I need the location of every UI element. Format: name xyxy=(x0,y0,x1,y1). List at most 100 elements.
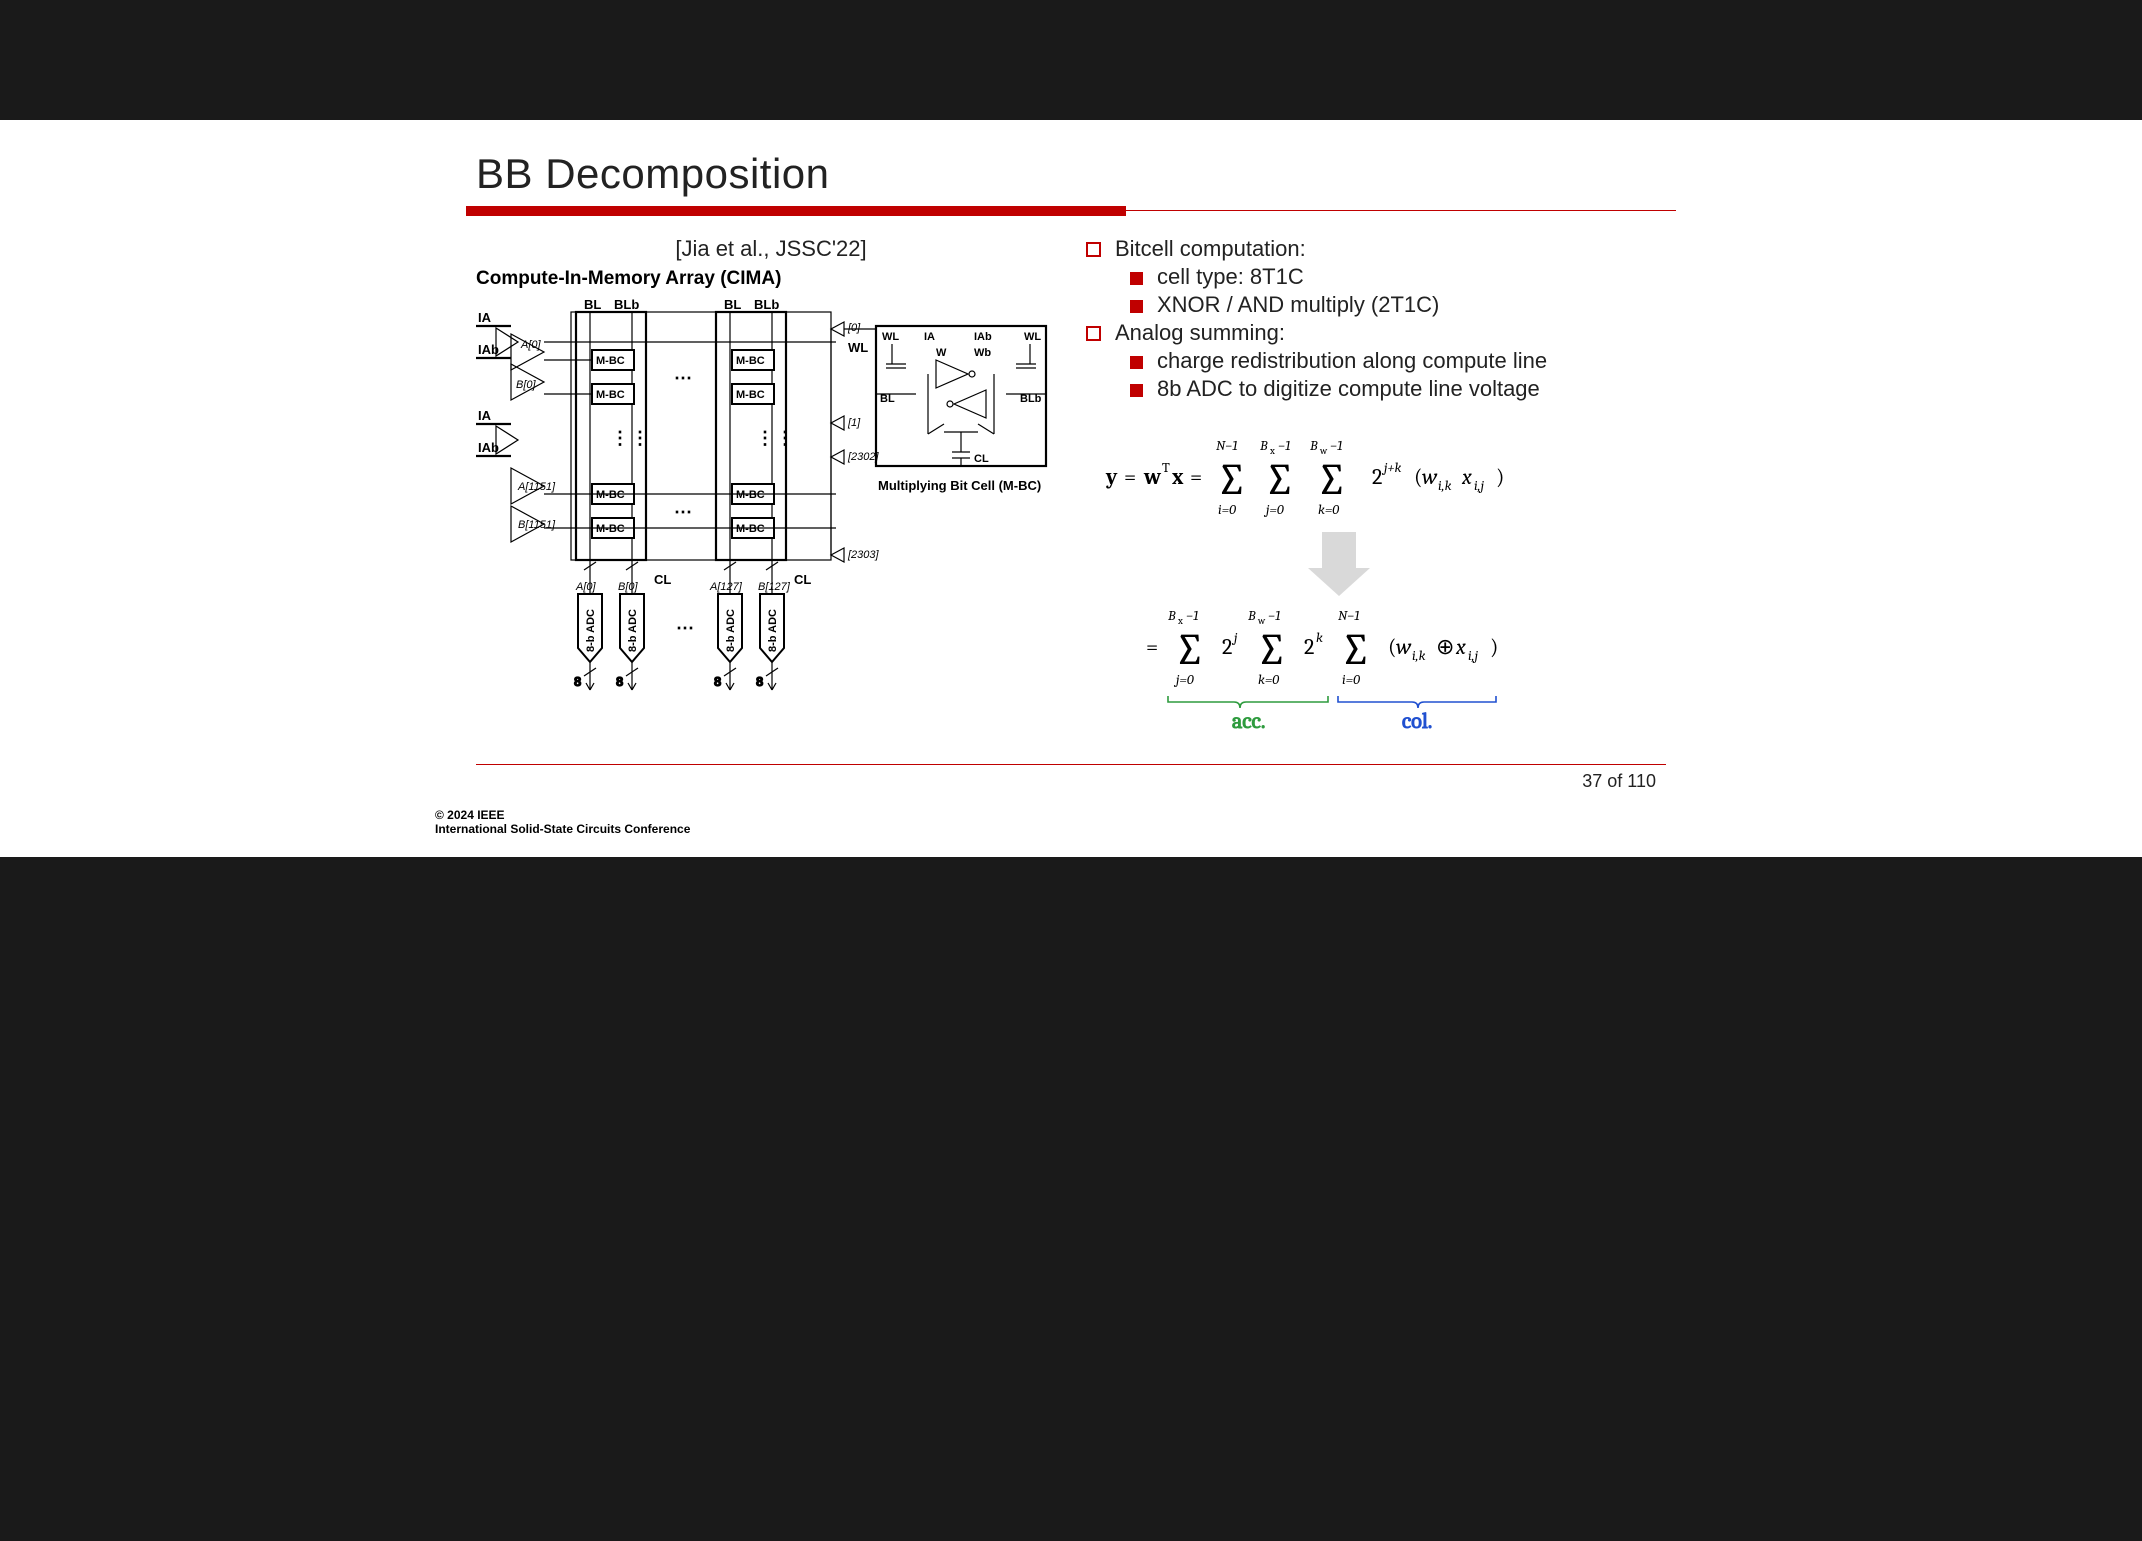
svg-text:M-BC: M-BC xyxy=(596,489,625,501)
svg-text:−1: −1 xyxy=(1278,437,1291,454)
bullet-text: cell type: 8T1C xyxy=(1157,264,1304,290)
svg-text:BL: BL xyxy=(880,393,895,405)
svg-text:N−1: N−1 xyxy=(1216,437,1238,454)
svg-text:M-BC: M-BC xyxy=(736,489,765,501)
svg-text:2: 2 xyxy=(1222,634,1232,660)
svg-text:B[1151]: B[1151] xyxy=(518,519,556,531)
svg-text:8-b ADC: 8-b ADC xyxy=(767,609,779,652)
svg-text:j=0: j=0 xyxy=(1263,501,1284,518)
equations-block: .m { font: 22px Cambria, Georgia, serif;… xyxy=(1086,424,1666,744)
svg-text:8-b ADC: 8-b ADC xyxy=(627,609,639,652)
svg-text:Multiplying Bit Cell (M-BC): Multiplying Bit Cell (M-BC) xyxy=(878,478,1041,493)
svg-text:B[0]: B[0] xyxy=(618,581,639,593)
svg-text:j=0: j=0 xyxy=(1173,671,1194,688)
svg-text:i,k: i,k xyxy=(1412,647,1426,664)
bullet-text: 8b ADC to digitize compute line voltage xyxy=(1157,376,1540,402)
svg-text:BLb: BLb xyxy=(614,297,639,312)
svg-text:8: 8 xyxy=(714,674,721,689)
svg-text:B: B xyxy=(1247,607,1256,624)
svg-text:w: w xyxy=(1319,445,1328,457)
svg-text:M-BC: M-BC xyxy=(596,389,625,401)
svg-text:B: B xyxy=(1167,607,1176,624)
svg-text:WL: WL xyxy=(882,331,899,343)
svg-text:2: 2 xyxy=(1304,634,1314,660)
filled-square-icon xyxy=(1130,384,1143,397)
svg-text:8: 8 xyxy=(616,674,623,689)
svg-text:[2303]: [2303] xyxy=(847,549,880,561)
filled-square-icon xyxy=(1130,356,1143,369)
svg-text:IA: IA xyxy=(478,310,492,325)
svg-text:B: B xyxy=(1259,437,1268,454)
bullet-list: Bitcell computation: cell type: 8T1C XNO… xyxy=(1086,236,1666,402)
rule-thick xyxy=(466,206,1126,216)
bullet-bitcell: Bitcell computation: xyxy=(1086,236,1666,262)
svg-text:⋮: ⋮ xyxy=(756,428,774,448)
svg-text:CL: CL xyxy=(794,572,811,587)
bullet-text: Analog summing: xyxy=(1115,320,1285,346)
svg-text:∑: ∑ xyxy=(1264,454,1295,505)
svg-text:⊕: ⊕ xyxy=(1436,634,1454,660)
svg-text:∑: ∑ xyxy=(1256,624,1287,675)
hollow-square-icon xyxy=(1086,326,1101,341)
svg-text:∑: ∑ xyxy=(1340,624,1371,675)
svg-text:w: w xyxy=(1422,464,1438,490)
svg-text:w: w xyxy=(1143,464,1162,490)
svg-text:CL: CL xyxy=(974,453,989,465)
svg-text:M-BC: M-BC xyxy=(736,389,765,401)
svg-text:[1]: [1] xyxy=(847,417,861,429)
bullet-adc: 8b ADC to digitize compute line voltage xyxy=(1130,376,1666,402)
svg-text:8: 8 xyxy=(756,674,763,689)
svg-text:Wb: Wb xyxy=(974,347,991,359)
letterbox-top xyxy=(0,0,2142,120)
svg-text:T: T xyxy=(1162,459,1170,476)
svg-text:M-BC: M-BC xyxy=(596,355,625,367)
svg-text:M-BC: M-BC xyxy=(736,355,765,367)
svg-text:i=0: i=0 xyxy=(1342,671,1360,688)
citation-text: [Jia et al., JSSC'22] xyxy=(476,236,1066,262)
hollow-square-icon xyxy=(1086,242,1101,257)
svg-text:x: x xyxy=(1461,464,1472,490)
svg-text:⋮: ⋮ xyxy=(611,428,629,448)
footer-rule xyxy=(476,764,1666,765)
right-column: Bitcell computation: cell type: 8T1C XNO… xyxy=(1086,236,1666,744)
cima-diagram: .lbl { font: bold 13px Arial, sans-serif… xyxy=(476,294,1056,704)
svg-text:IA: IA xyxy=(924,331,935,343)
svg-text:x: x xyxy=(1177,615,1183,627)
svg-text:BLb: BLb xyxy=(1020,393,1042,405)
svg-text:A[127]: A[127] xyxy=(709,581,743,593)
letterbox-bottom xyxy=(0,857,2142,977)
svg-text:∑: ∑ xyxy=(1216,454,1247,505)
bullet-celltype: cell type: 8T1C xyxy=(1130,264,1666,290)
svg-text:i=0: i=0 xyxy=(1218,501,1236,518)
svg-text:BLb: BLb xyxy=(754,297,779,312)
filled-square-icon xyxy=(1130,272,1143,285)
svg-text:N−1: N−1 xyxy=(1338,607,1360,624)
bullet-text: charge redistribution along compute line xyxy=(1157,348,1547,374)
svg-text:[0]: [0] xyxy=(847,322,861,334)
svg-text:k=0: k=0 xyxy=(1318,501,1339,518)
copyright-line1: © 2024 IEEE xyxy=(431,808,1711,822)
copyright-block: © 2024 IEEE International Solid-State Ci… xyxy=(431,792,1711,847)
svg-text:2: 2 xyxy=(1372,464,1382,490)
svg-text:−1: −1 xyxy=(1186,607,1199,624)
svg-text:w: w xyxy=(1396,634,1412,660)
svg-text:k: k xyxy=(1316,629,1323,646)
svg-text:W: W xyxy=(936,347,947,359)
svg-text:A[0]: A[0] xyxy=(575,581,597,593)
svg-text:x: x xyxy=(1269,445,1275,457)
svg-text:x: x xyxy=(1455,634,1466,660)
content-columns: [Jia et al., JSSC'22] Compute-In-Memory … xyxy=(466,236,1676,744)
bullet-analog: Analog summing: xyxy=(1086,320,1666,346)
svg-text:−1: −1 xyxy=(1330,437,1343,454)
svg-text:M-BC: M-BC xyxy=(736,523,765,535)
slide-title: BB Decomposition xyxy=(466,150,1676,206)
slide-container: BB Decomposition [Jia et al., JSSC'22] C… xyxy=(0,120,2142,857)
page-number: 37 of 110 xyxy=(466,771,1676,792)
svg-text:IAb: IAb xyxy=(974,331,992,343)
slide: BB Decomposition [Jia et al., JSSC'22] C… xyxy=(466,150,1676,792)
svg-text:IA: IA xyxy=(478,408,492,423)
rule-thin xyxy=(466,210,1676,211)
equations-svg: .m { font: 22px Cambria, Georgia, serif;… xyxy=(1086,424,1606,744)
svg-text:w: w xyxy=(1257,615,1266,627)
svg-text:⋯: ⋯ xyxy=(676,618,694,638)
